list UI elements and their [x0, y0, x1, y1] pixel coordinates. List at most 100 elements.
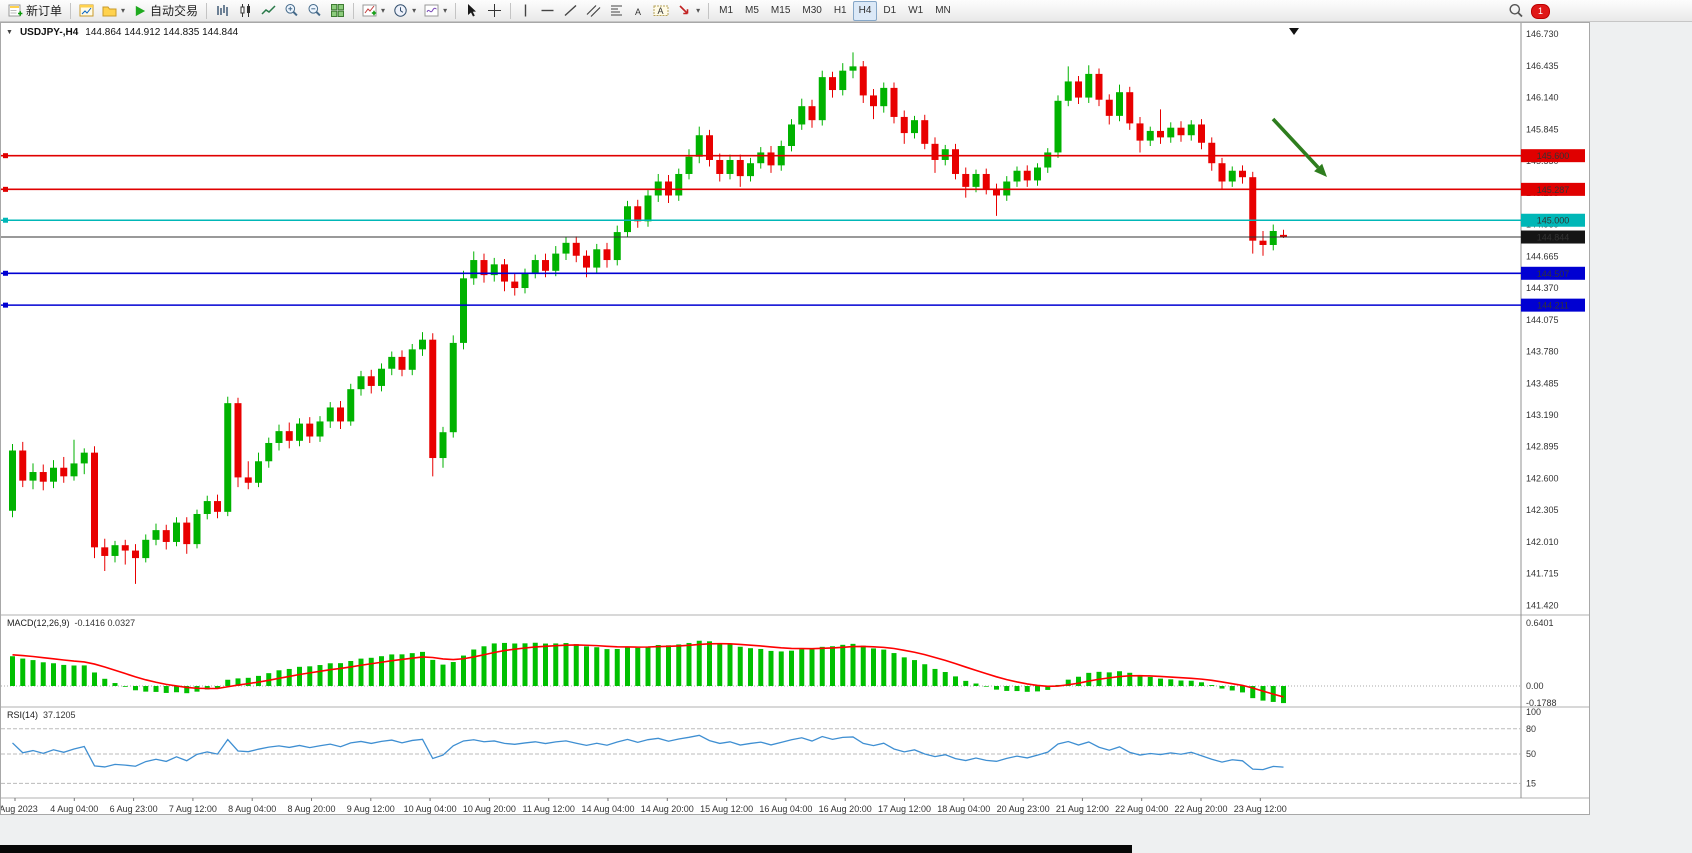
hline-handle[interactable] [3, 270, 8, 276]
candles-layer [9, 52, 1287, 584]
templates-button[interactable]: ▾ [420, 0, 451, 22]
macd-histogram-bar [461, 655, 466, 686]
candle-body [132, 550, 139, 559]
trendline-icon [564, 4, 577, 17]
trend-arrow-annotation[interactable] [1271, 117, 1327, 177]
arrows-tool-button[interactable]: ▾ [673, 0, 704, 22]
crosshair-tool-button[interactable] [483, 0, 506, 22]
macd-histogram-bar [912, 660, 917, 686]
macd-histogram-bar [1168, 679, 1174, 686]
hline-handle[interactable] [3, 153, 8, 159]
zoom-in-button[interactable] [280, 0, 303, 22]
auto-trading-label: 自动交易 [150, 4, 199, 18]
channel-tool-button[interactable] [582, 0, 605, 22]
candle-body [726, 159, 734, 174]
macd-histogram-bar [881, 649, 887, 686]
candle-body [1269, 230, 1277, 245]
svg-text:146.435: 146.435 [1526, 61, 1559, 71]
candle-body [1187, 124, 1195, 136]
hline-handle[interactable] [3, 302, 8, 308]
tf-mn[interactable]: MN [935, 5, 951, 16]
time-axis: 3 Aug 2023 4 Aug 04:00 6 Aug 23:00 7 Aug 12… [1, 798, 1287, 814]
macd-histogram-bar [1199, 682, 1204, 686]
text-label-tool-button[interactable]: A [649, 0, 673, 22]
tf-m1[interactable]: M1 [719, 5, 734, 16]
candle-body [716, 159, 724, 174]
main-toolbar: 新订单 ▾ 自动交易 ▾ ▾ ▾ [0, 0, 1692, 22]
profiles-button[interactable]: ▾ [98, 0, 129, 22]
svg-text:0.00: 0.00 [1526, 681, 1544, 691]
candle-body [244, 477, 252, 483]
svg-text:21 Aug 12:00: 21 Aug 12:00 [1056, 804, 1109, 814]
macd-histogram-bar [655, 644, 661, 686]
notification-badge[interactable]: 1 [1531, 3, 1550, 19]
search-icon[interactable] [1508, 3, 1524, 19]
macd-histogram-bar [471, 649, 477, 686]
candle-body [439, 432, 447, 459]
svg-text:146.730: 146.730 [1526, 29, 1559, 39]
candle-body [706, 135, 713, 160]
candle-body [460, 278, 467, 343]
line-chart-mode-button[interactable] [257, 0, 280, 22]
profiles-caret-icon: ▾ [121, 6, 126, 15]
svg-text:143.780: 143.780 [1526, 347, 1559, 357]
candle-body [931, 143, 939, 160]
macd-histogram-bar [543, 643, 548, 686]
chart-menu-icon[interactable]: ▼ [6, 29, 13, 36]
macd-histogram-bar [122, 686, 128, 687]
bar-chart-mode-button[interactable] [211, 0, 234, 22]
tf-m5[interactable]: M5 [745, 5, 759, 16]
macd-histogram-bar [215, 686, 220, 689]
cursor-tool-button[interactable] [460, 0, 483, 22]
tile-windows-icon [331, 4, 345, 17]
svg-text:22 Aug 04:00: 22 Aug 04:00 [1115, 804, 1168, 814]
candle-body [1064, 81, 1072, 101]
candle-body [1208, 142, 1216, 164]
svg-text:4 Aug 04:00: 4 Aug 04:00 [50, 804, 98, 814]
candlestick-mode-button[interactable] [234, 0, 257, 22]
vertical-line-tool-button[interactable] [515, 0, 536, 22]
tile-windows-button[interactable] [326, 0, 349, 22]
svg-text:17 Aug 12:00: 17 Aug 12:00 [878, 804, 931, 814]
candle-body [1095, 73, 1103, 100]
new-chart-button[interactable] [75, 0, 98, 22]
macd-histogram-bar [676, 644, 682, 686]
tf-h1[interactable]: H1 [833, 5, 847, 16]
auto-trading-button[interactable]: 自动交易 [129, 0, 202, 22]
candle-body [203, 501, 211, 514]
candle-body [316, 421, 324, 437]
horizontal-line-tool-button[interactable] [536, 0, 559, 22]
candle-body [900, 116, 908, 134]
tf-d1[interactable]: D1 [883, 5, 897, 16]
hline-handle[interactable] [3, 186, 8, 192]
candle-body [788, 124, 795, 146]
new-order-button[interactable]: 新订单 [4, 0, 66, 22]
zoom-out-button[interactable] [303, 0, 326, 22]
indicators-button[interactable]: ▾ [358, 0, 389, 22]
periods-button[interactable]: ▾ [389, 0, 420, 22]
svg-text:143.190: 143.190 [1526, 410, 1559, 420]
candle-body [829, 77, 836, 91]
macd-signal-line [12, 642, 1284, 698]
arrows-caret-icon: ▾ [696, 6, 701, 15]
macd-histogram-bar [1035, 686, 1040, 692]
hline-handle[interactable] [3, 217, 8, 223]
macd-title: MACD(12,26,9) [7, 618, 70, 628]
text-tool-button[interactable]: A [628, 0, 649, 22]
tf-h4[interactable]: H4 [852, 0, 878, 21]
candle-body [552, 253, 560, 271]
candle-body [142, 539, 150, 559]
svg-text:143.485: 143.485 [1526, 378, 1559, 388]
tf-w1[interactable]: W1 [908, 5, 924, 16]
macd-histogram-bar [307, 666, 313, 686]
candle-body [408, 349, 416, 370]
tf-m30[interactable]: M30 [802, 5, 822, 16]
fibonacci-tool-button[interactable] [605, 0, 628, 22]
macd-histogram-bar [440, 664, 446, 686]
trendline-tool-button[interactable] [559, 0, 582, 22]
tf-m15[interactable]: M15 [770, 5, 791, 16]
bar-chart-icon [217, 5, 228, 16]
candle-body [101, 547, 109, 556]
chart-canvas[interactable]: 146.730146.435146.140145.845145.550145.2… [1, 23, 1589, 814]
svg-text:142.305: 142.305 [1526, 505, 1559, 515]
